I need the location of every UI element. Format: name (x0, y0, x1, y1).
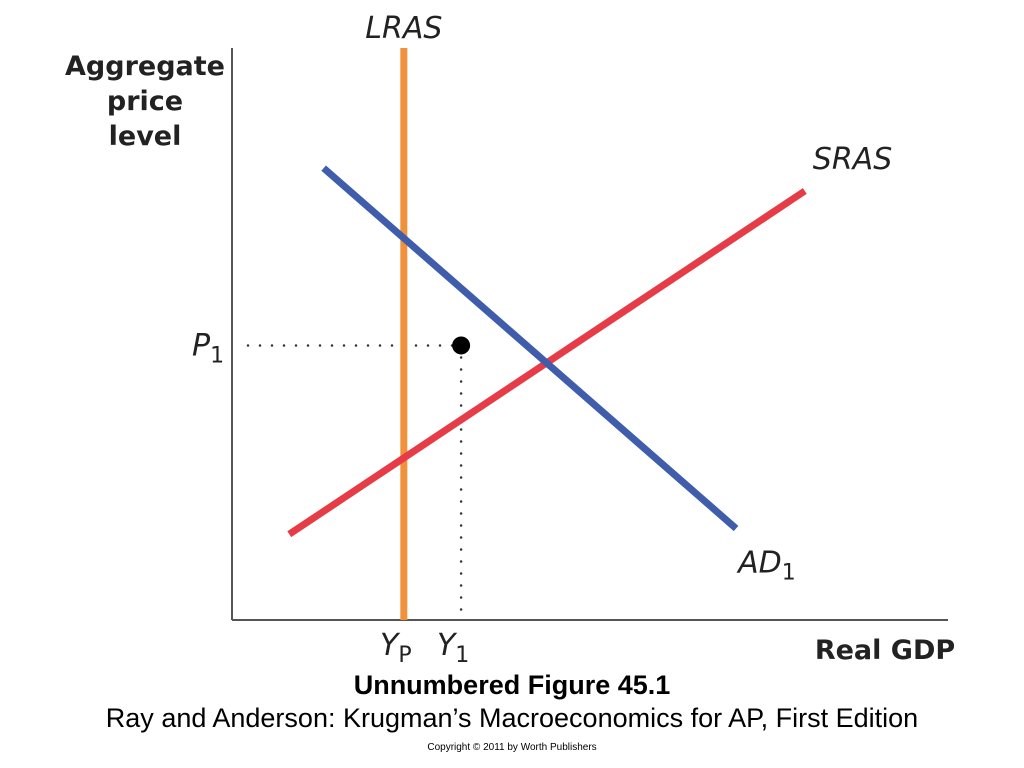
chart-canvas: LRAS SRAS AD1 P1 YP Y1 Aggregate price level Real… (65, 11, 955, 668)
series-label-sras: SRAS (813, 142, 892, 177)
series-line-ad (321, 165, 739, 532)
x-tick-label-yp: YP (380, 628, 412, 668)
x-tick-label-y1: Y1 (437, 628, 469, 668)
y-axis-title-line-3: level (109, 121, 182, 152)
x-axis-title: Real GDP (815, 635, 955, 666)
figure-caption-title: Unnumbered Figure 45.1 (353, 670, 671, 700)
price-label-p1: P1 (192, 328, 224, 368)
series-label-lras: LRAS (365, 11, 442, 46)
copyright-notice: Copyright © 2011 by Worth Publishers (427, 742, 597, 753)
series-label-ad: AD1 (736, 545, 796, 585)
equilibrium-point (452, 336, 471, 355)
y-axis-title-line-1: Aggregate (65, 51, 225, 82)
y-axis-title-line-2: price (107, 86, 183, 117)
figure-caption-subtitle: Ray and Anderson: Krugman’s Macroeconomi… (105, 703, 919, 733)
